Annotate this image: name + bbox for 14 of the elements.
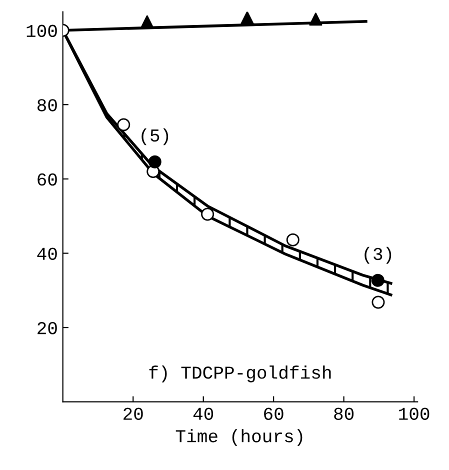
y-tick-label: 20 <box>38 322 57 334</box>
x-tick-label: 60 <box>264 408 284 420</box>
x-tick-label: 20 <box>124 408 143 420</box>
x-axis-title: Time (hours) <box>176 429 302 446</box>
annotation: (5) <box>142 128 168 146</box>
x-tick-label: 100 <box>399 408 430 420</box>
annotation: (3) <box>364 246 392 264</box>
x-tick-label: 80 <box>334 408 354 420</box>
y-tick-label: 40 <box>37 248 57 260</box>
y-tick-label: 60 <box>38 173 57 186</box>
x-tick-label: 40 <box>193 408 214 420</box>
y-tick-label: 80 <box>38 99 57 112</box>
text: f) TDCPP-goldfish <box>149 366 331 382</box>
y-tick-label: 100 <box>26 24 57 38</box>
